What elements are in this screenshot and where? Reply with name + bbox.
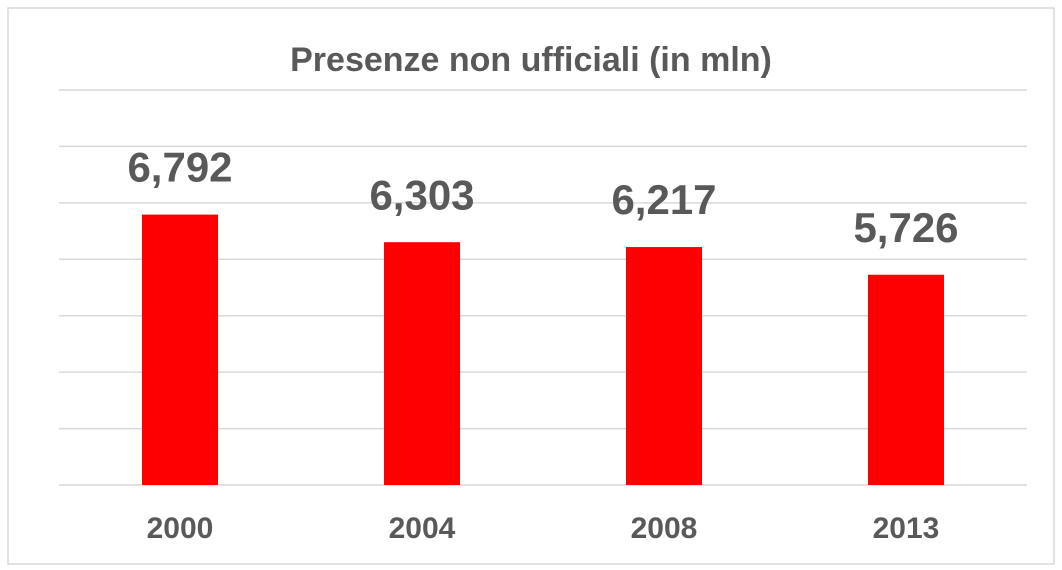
chart-title: Presenze non ufficiali (in mln)	[290, 41, 772, 79]
bar	[626, 247, 702, 485]
x-tick-label: 2013	[873, 512, 940, 545]
x-tick-label: 2008	[631, 512, 698, 545]
x-tick-label: 2000	[147, 512, 214, 545]
bar	[868, 274, 944, 485]
bar	[384, 242, 460, 485]
data-label: 5,726	[853, 204, 958, 251]
data-label: 6,792	[127, 144, 232, 191]
bar	[142, 214, 218, 485]
data-label: 6,303	[369, 171, 474, 218]
data-label: 6,217	[611, 176, 716, 223]
x-tick-label: 2004	[389, 512, 456, 545]
